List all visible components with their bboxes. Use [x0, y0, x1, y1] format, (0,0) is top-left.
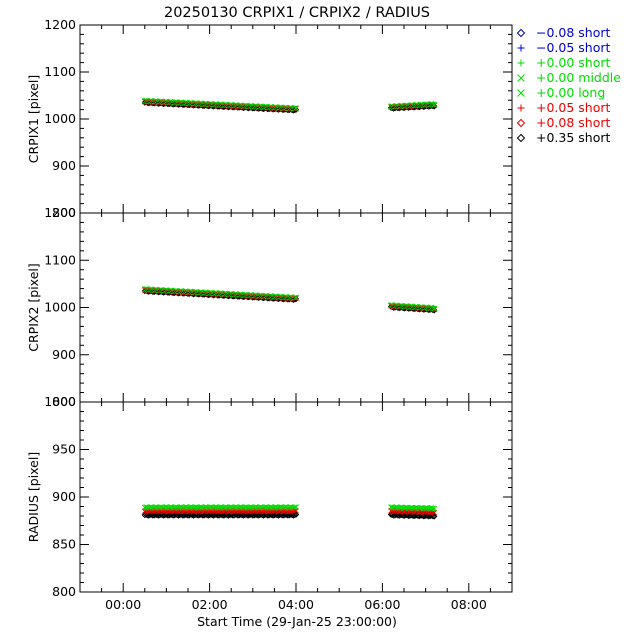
data-points — [141, 504, 438, 520]
x-axis-label: Start Time (29-Jan-25 23:00:00) — [197, 614, 397, 629]
data-point — [292, 511, 300, 518]
legend-item: +0.00 long — [517, 85, 605, 100]
data-point — [431, 103, 438, 110]
data-point — [286, 511, 293, 519]
legend: −0.08 short−0.05 short+0.00 short+0.00 m… — [516, 25, 621, 145]
data-point — [291, 511, 298, 519]
legend-label: +0.00 middle — [536, 70, 621, 85]
data-point — [431, 513, 438, 520]
y-tick-label: 1000 — [44, 300, 76, 315]
chart-title: 20250130 CRPIX1 / CRPIX2 / RADIUS — [164, 5, 430, 21]
legend-item: +0.00 middle — [517, 70, 621, 85]
y-axis-label: RADIUS [pixel] — [26, 452, 41, 542]
y-tick-label: 950 — [52, 442, 76, 457]
y-tick-label: 800 — [52, 394, 76, 409]
data-point — [431, 505, 438, 512]
y-axis-label: CRPIX2 [pixel] — [26, 263, 41, 351]
panel-3: 800 850 900 950 1000 RADIUS [pixel] 00:00 02:00… — [26, 394, 513, 612]
y-tick-label: 800 — [52, 205, 76, 220]
legend-label: −0.08 short — [536, 25, 611, 40]
legend-symbol — [517, 59, 525, 67]
data-point — [431, 305, 438, 312]
legend-item: −0.05 short — [517, 40, 611, 55]
y-tick-label: 850 — [52, 537, 76, 552]
panel-1: 800 900 1000 1100 1200 CRPIX1 [pixel] — [26, 17, 513, 220]
x-tick-label: 04:00 — [278, 597, 314, 612]
data-points — [141, 97, 438, 114]
data-point — [293, 295, 299, 301]
legend-label: +0.05 short — [536, 100, 611, 115]
legend-label: +0.00 long — [536, 85, 605, 100]
data-point — [431, 307, 438, 314]
legend-item: −0.08 short — [516, 25, 611, 40]
data-point — [429, 512, 437, 520]
x-tick-label: 06:00 — [364, 597, 400, 612]
legend-symbol — [517, 44, 525, 52]
legend-item: +0.35 short — [516, 130, 611, 145]
legend-symbol — [517, 104, 525, 112]
data-point — [430, 505, 436, 512]
data-point — [292, 106, 300, 113]
panel-2: 800 900 1000 1100 1200 CRPIX2 [pixel] — [26, 205, 513, 409]
legend-item: +0.00 short — [517, 55, 611, 70]
x-tick-label: 08:00 — [451, 597, 487, 612]
data-point — [290, 512, 297, 519]
data-point — [431, 102, 438, 109]
y-tick-label: 1000 — [44, 111, 76, 126]
data-point — [293, 504, 299, 510]
y-tick-label: 1100 — [44, 252, 76, 267]
data-point — [292, 295, 300, 303]
data-point — [293, 105, 299, 112]
legend-label: −0.05 short — [536, 40, 611, 55]
y-tick-label: 1000 — [44, 394, 76, 409]
y-tick-label: 1200 — [44, 205, 76, 220]
data-point — [291, 504, 298, 511]
y-tick-label: 900 — [52, 158, 76, 173]
data-point — [431, 306, 438, 313]
x-tick-label: 02:00 — [192, 597, 228, 612]
data-points — [141, 286, 438, 314]
legend-symbol — [516, 133, 526, 143]
data-point — [236, 512, 243, 519]
legend-symbol — [516, 28, 526, 38]
x-tick-label: 00:00 — [105, 597, 141, 612]
legend-label: +0.35 short — [536, 130, 611, 145]
legend-label: +0.08 short — [536, 115, 611, 130]
legend-symbol — [516, 118, 526, 128]
data-point — [293, 105, 299, 111]
y-tick-label: 1100 — [44, 64, 76, 79]
legend-item: +0.05 short — [517, 100, 611, 115]
panels-layer: 800 900 1000 1100 1200 CRPIX1 [pixel] 800 900 10… — [26, 17, 513, 612]
data-point — [431, 101, 438, 108]
data-point — [293, 294, 299, 301]
legend-symbol — [517, 89, 525, 97]
data-point — [171, 511, 178, 519]
y-tick-label: 800 — [52, 584, 76, 599]
data-point — [421, 512, 428, 520]
legend-item: +0.08 short — [516, 115, 611, 130]
y-tick-label: 1200 — [44, 17, 76, 32]
legend-symbol — [517, 74, 525, 82]
y-tick-label: 900 — [52, 347, 76, 362]
y-tick-label: 900 — [52, 489, 76, 504]
legend-label: +0.00 short — [536, 55, 611, 70]
y-axis-label: CRPIX1 [pixel] — [26, 75, 41, 163]
